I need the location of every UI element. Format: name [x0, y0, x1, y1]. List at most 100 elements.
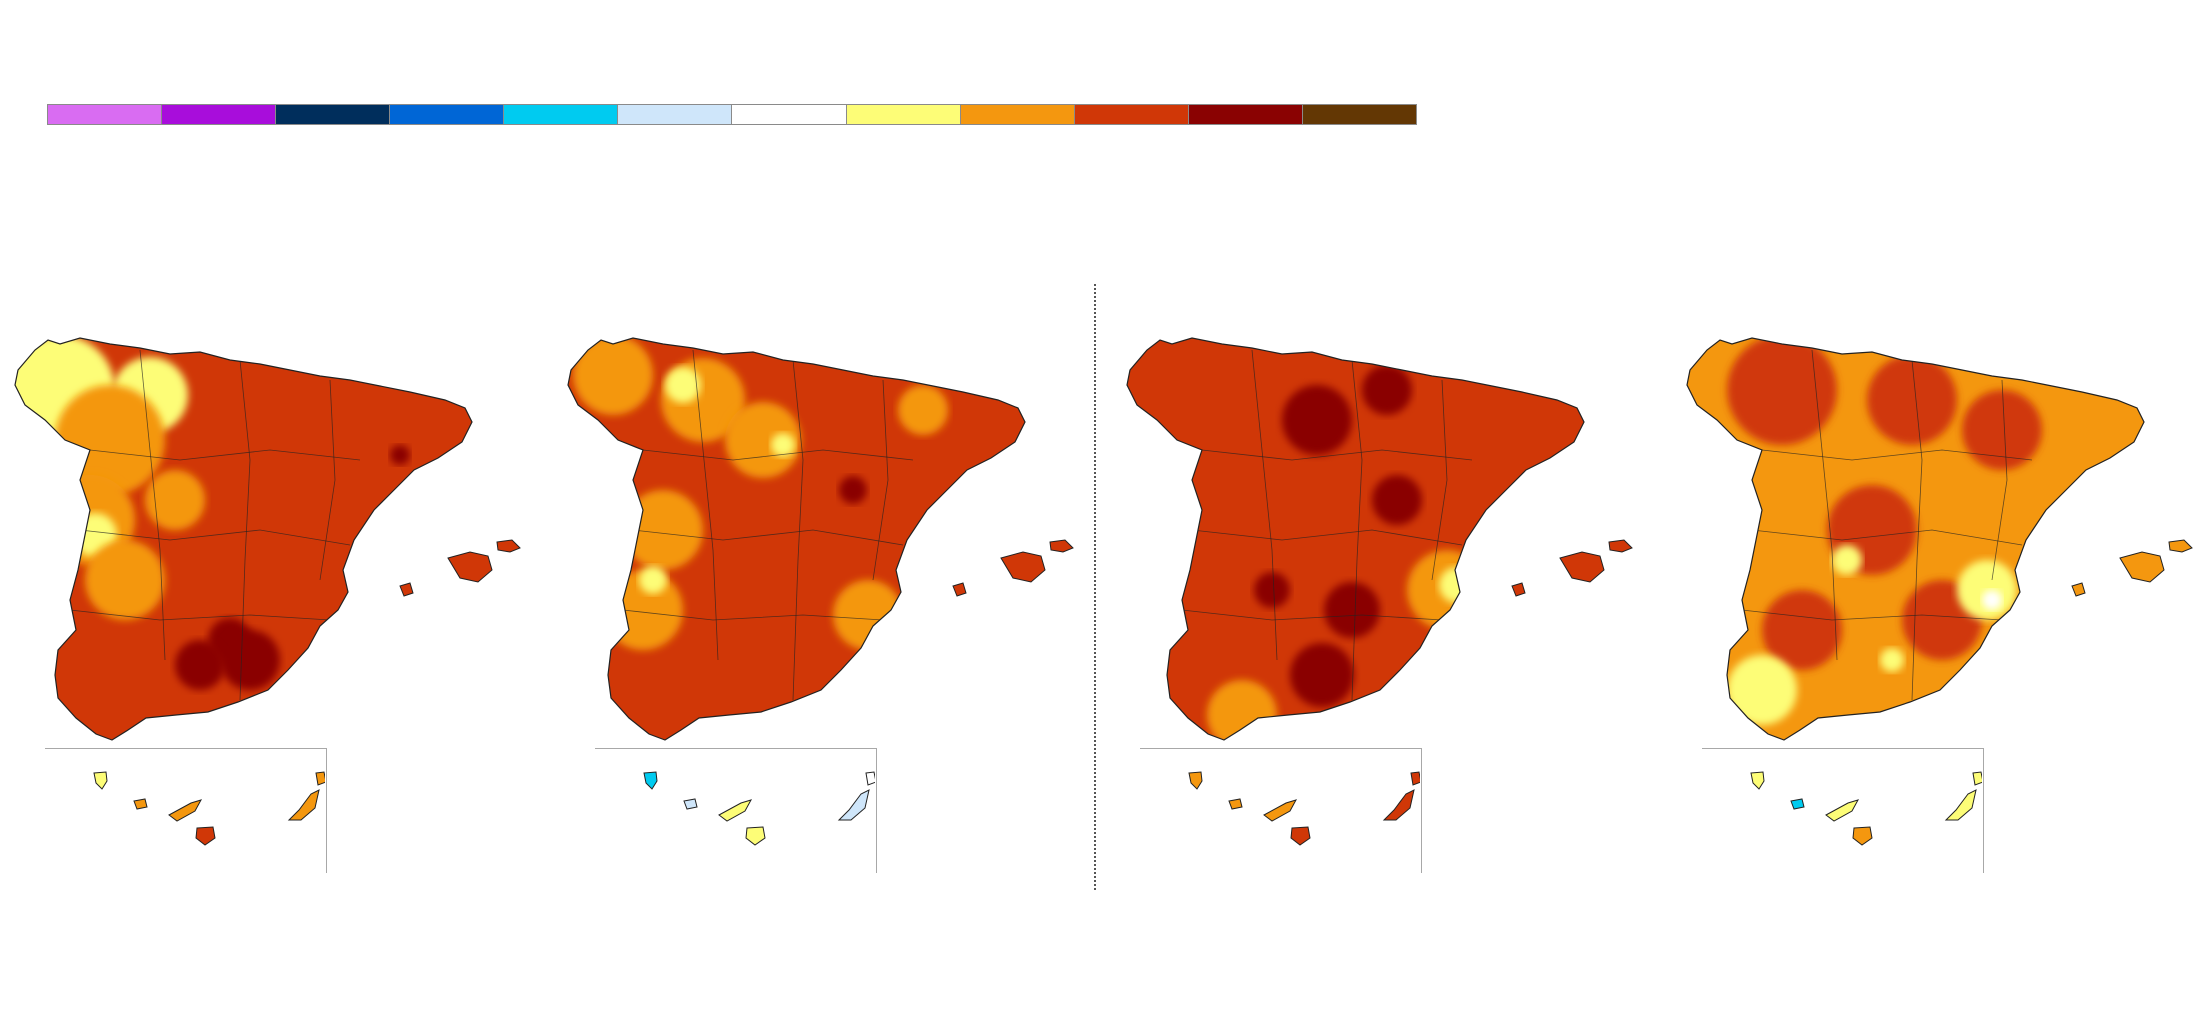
canary-island	[1972, 771, 1982, 786]
legend-swatch-1	[48, 105, 163, 124]
anomaly-patch	[1867, 355, 1957, 445]
color-legend	[47, 104, 1417, 125]
province-border	[1991, 379, 2008, 581]
canary-island	[93, 771, 108, 790]
map-panel-1	[0, 330, 545, 875]
canary-island	[837, 789, 870, 821]
mainland-outline	[567, 337, 1026, 741]
map-panel-2	[553, 330, 1098, 875]
anomaly-patch	[390, 445, 410, 465]
province-border	[632, 529, 904, 546]
canary-island	[1382, 789, 1415, 821]
anomaly-patch	[573, 338, 653, 415]
canary-island	[865, 771, 875, 786]
canary-svg	[93, 771, 325, 846]
balearic-ibiza	[399, 582, 414, 597]
anomaly-patch	[771, 433, 795, 457]
province-border	[319, 379, 336, 581]
canary-svg	[1750, 771, 1982, 846]
map-svg	[14, 337, 521, 741]
anomaly-patch	[1727, 338, 1837, 445]
anomaly-patch	[1207, 680, 1277, 740]
anomaly-patch	[833, 580, 903, 650]
balearic-menorca	[496, 539, 521, 553]
anomaly-patch	[1324, 582, 1380, 638]
balearic-mallorca	[2119, 551, 2165, 583]
canary-island	[745, 826, 766, 846]
anomaly-patch	[175, 640, 225, 690]
canary-island	[1410, 771, 1420, 786]
province-border	[1761, 449, 2033, 461]
mainland-outline	[14, 337, 473, 741]
anomaly-patch	[85, 540, 165, 620]
mainland-outline	[1686, 337, 2145, 741]
legend-swatch-7	[732, 105, 847, 124]
province-border	[872, 379, 889, 581]
canary-inset-2	[595, 748, 877, 873]
balearic-menorca	[1608, 539, 1633, 553]
balearic-ibiza	[2071, 582, 2086, 597]
balearic-mallorca	[447, 551, 493, 583]
canary-svg	[1188, 771, 1420, 846]
balearic-mallorca	[1000, 551, 1046, 583]
anomaly-patch	[839, 476, 867, 504]
canary-inset-1	[45, 748, 327, 873]
canary-island	[643, 771, 658, 790]
province-border	[139, 349, 166, 661]
province-border	[79, 529, 351, 546]
province-border	[1191, 529, 1463, 546]
legend-swatch-12	[1302, 105, 1416, 124]
province-border	[622, 609, 884, 621]
canary-inset-3	[1140, 748, 1422, 873]
legend-swatch-10	[1074, 105, 1189, 124]
anomaly-patch	[1282, 385, 1352, 455]
anomaly-patch	[1362, 365, 1412, 415]
canary-island	[1228, 798, 1243, 810]
map-svg	[567, 337, 1074, 741]
canary-svg	[643, 771, 875, 846]
anomaly-patch	[55, 385, 165, 495]
province-border	[1811, 349, 1838, 661]
legend-swatch-2	[162, 105, 277, 124]
canary-island	[683, 798, 698, 810]
canary-island	[1790, 798, 1805, 810]
canary-island	[287, 789, 320, 821]
province-border	[792, 359, 804, 701]
canary-island	[195, 826, 216, 846]
map-svg	[1686, 337, 2193, 741]
balearic-menorca	[1049, 539, 1074, 553]
canary-island	[133, 798, 148, 810]
anomaly-patch	[623, 490, 703, 570]
province-border	[1431, 379, 1448, 581]
balearic-ibiza	[952, 582, 967, 597]
canary-island	[1290, 826, 1311, 846]
anomaly-patch	[1880, 648, 1904, 672]
anomaly-patch	[1982, 590, 2002, 610]
province-border	[1741, 609, 2003, 621]
province-border	[1181, 609, 1443, 621]
anomaly-patch	[1372, 475, 1422, 525]
legend-swatch-8	[846, 105, 961, 124]
canary-island	[1825, 799, 1860, 822]
canary-inset-4	[1702, 748, 1984, 873]
province-border	[1351, 359, 1363, 701]
balearic-ibiza	[1511, 582, 1526, 597]
anomaly-patch	[665, 367, 701, 403]
anomaly-patch	[1957, 560, 2017, 620]
anomaly-patch	[220, 630, 280, 690]
anomaly-patch	[1290, 643, 1354, 707]
legend-swatch-5	[504, 105, 619, 124]
balearic-menorca	[2168, 539, 2193, 553]
map-panel-4	[1672, 330, 2200, 875]
canary-island	[1263, 799, 1298, 822]
balearic-mallorca	[1559, 551, 1605, 583]
map-panel-3	[1112, 330, 1657, 875]
province-border	[239, 359, 251, 701]
map-svg	[1126, 337, 1633, 741]
anomaly-patch	[898, 385, 948, 435]
anomaly-patch	[145, 470, 205, 530]
legend-swatch-4	[390, 105, 505, 124]
legend-swatch-9	[960, 105, 1075, 124]
province-border	[1751, 529, 2023, 546]
anomaly-patch	[639, 566, 667, 594]
